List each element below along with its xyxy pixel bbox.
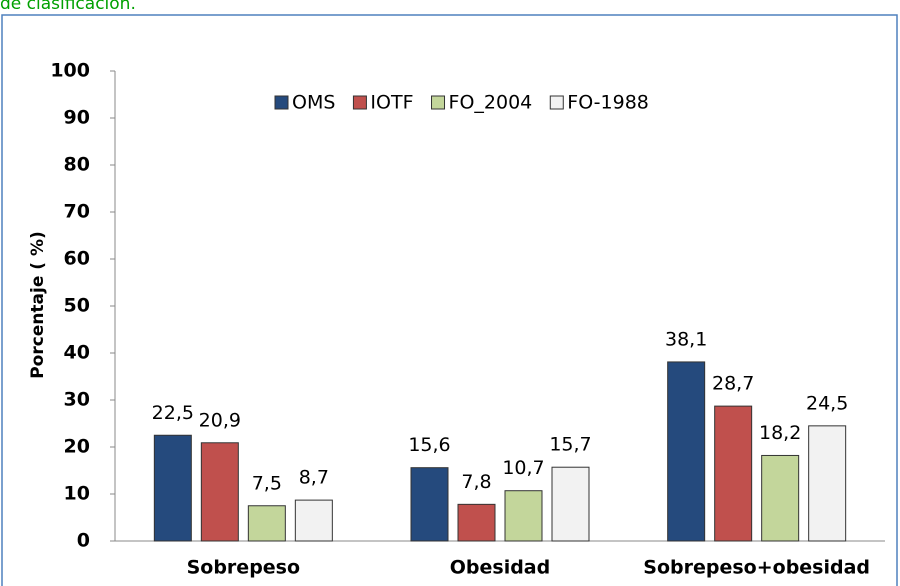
bar [714,405,753,542]
legend-swatch [431,95,446,110]
y-tick-label: 0 [77,530,90,552]
bar [808,425,847,542]
y-tick-label: 60 [64,248,90,270]
y-tick-label: 20 [64,436,90,458]
bar [457,503,496,542]
value-label: 7,8 [461,471,491,493]
y-tick-label: 50 [64,295,90,317]
y-tick-label: 70 [64,201,90,223]
x-tick-label: Sobrepeso+obesidad [643,557,870,579]
value-label: 20,9 [199,409,241,431]
value-label: 24,5 [806,392,848,414]
y-tick-label: 30 [64,389,90,411]
value-label: 7,5 [252,472,282,494]
y-tick-label: 90 [64,107,90,129]
y-tick-label: 100 [50,60,90,82]
value-label: 28,7 [712,373,754,395]
value-label: 15,6 [408,434,450,456]
legend-label: IOTF [370,92,413,114]
y-tick-label: 80 [64,154,90,176]
value-label: 18,2 [759,422,801,444]
legend-label: FO_2004 [449,92,533,114]
bar [551,466,590,542]
bar [761,454,800,542]
bar [410,467,449,542]
y-tick-label: 40 [64,342,90,364]
bar [504,490,543,542]
bar [294,499,333,542]
legend-label: FO-1988 [567,92,649,114]
legend-label: OMS [292,92,335,114]
caption: de clasificación. [0,0,136,14]
value-label: 15,7 [549,434,591,456]
x-tick-label: Obesidad [450,557,550,579]
legend-swatch [549,95,564,110]
legend-swatch [352,95,367,110]
value-label: 10,7 [502,457,544,479]
value-label: 8,7 [299,467,329,489]
x-tick-label: Sobrepeso [187,557,300,579]
value-label: 22,5 [152,402,194,424]
bar [200,442,239,542]
bar [247,505,286,542]
bar [153,434,192,542]
y-axis-title: Porcentaje ( %) [28,231,48,379]
legend-swatch [274,95,289,110]
bar [667,361,706,542]
y-tick-label: 10 [64,483,90,505]
value-label: 38,1 [665,328,707,350]
